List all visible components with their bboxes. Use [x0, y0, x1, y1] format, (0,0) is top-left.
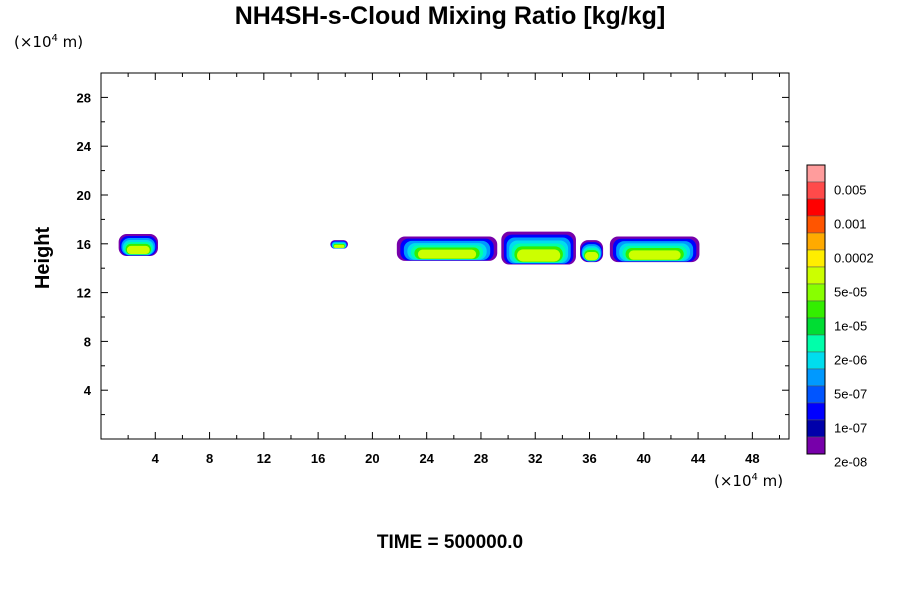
- colorbar-swatch: [806, 198, 826, 217]
- x-tick-label: 36: [582, 451, 596, 466]
- colorbar-swatch: [806, 385, 826, 404]
- x-tick-label: 8: [206, 451, 213, 466]
- x-tick-label: 20: [365, 451, 379, 466]
- colorbar-swatch: [806, 232, 826, 251]
- cloud-layers: [118, 231, 700, 265]
- y-axis-label: Height: [32, 227, 54, 290]
- colorbar-swatch: [806, 351, 826, 370]
- colorbar-swatch: [806, 334, 826, 353]
- x-tick-label: 40: [637, 451, 651, 466]
- cloud-layer-3: [396, 236, 498, 261]
- colorbar-swatch: [806, 215, 826, 234]
- x-tick-label: 4: [152, 451, 160, 466]
- y-tick-label: 16: [77, 237, 91, 252]
- y-tick-label: 8: [84, 334, 91, 349]
- cloud-layer-5: [580, 240, 604, 263]
- cloud-band: [334, 244, 345, 248]
- colorbar-swatch: [806, 317, 826, 336]
- colorbar-label: 0.0002: [834, 251, 874, 266]
- cloud-layer-4: [501, 231, 576, 265]
- colorbar-label: 0.005: [834, 183, 867, 198]
- colorbar-label: 2e-06: [834, 353, 867, 368]
- colorbar-swatch: [806, 368, 826, 387]
- colorbar-swatch: [806, 283, 826, 302]
- x-tick-label: 12: [257, 451, 271, 466]
- y-axis-unit: (×104 m): [14, 33, 84, 51]
- chart-title: NH4SH-s-Cloud Mixing Ratio [kg/kg]: [234, 2, 666, 30]
- cloud-layer-1: [118, 234, 158, 256]
- x-tick-label: 32: [528, 451, 542, 466]
- y-tick-label: 4: [84, 383, 92, 398]
- colorbar-swatch: [806, 164, 826, 183]
- colorbar-swatch: [806, 300, 826, 319]
- colorbar-frame: [806, 164, 826, 455]
- cloud-band: [126, 245, 150, 255]
- x-axis-unit: (×104 m): [714, 472, 784, 490]
- y-tick-label: 20: [77, 188, 91, 203]
- time-label: TIME = 500000.0: [376, 532, 524, 553]
- colorbar-label: 5e-05: [834, 285, 867, 300]
- colorbar-swatch: [806, 181, 826, 200]
- x-tick-label: 16: [311, 451, 325, 466]
- x-tick-label: 44: [691, 451, 706, 466]
- colorbar: 0.005 0.001 0.0002 5e-05 1e-05 2e-06 5e-07 1e-0…: [806, 164, 874, 470]
- colorbar-label: 1e-07: [834, 421, 867, 436]
- colorbar-swatch: [806, 249, 826, 268]
- colorbar-swatch: [806, 266, 826, 285]
- cloud-layer-6: [609, 236, 700, 263]
- cloud-band: [628, 250, 681, 260]
- colorbar-label: 1e-05: [834, 319, 867, 334]
- cloud-band: [417, 249, 477, 259]
- x-tick-label: 48: [745, 451, 759, 466]
- colorbar-label: 2e-08: [834, 455, 867, 470]
- x-tick-label: 28: [474, 451, 488, 466]
- colorbar-label: 5e-07: [834, 387, 867, 402]
- colorbar-swatch: [806, 419, 826, 438]
- cloud-band: [584, 251, 599, 261]
- cloud-layer-2: [330, 240, 348, 249]
- colorbar-swatch: [806, 402, 826, 421]
- colorbar-label: 0.001: [834, 217, 867, 232]
- y-tick-label: 12: [77, 286, 91, 301]
- plot-frame: [100, 72, 790, 440]
- colorbar-swatch: [806, 436, 826, 455]
- y-tick-label: 28: [77, 90, 91, 105]
- y-tick-label: 24: [77, 139, 92, 154]
- x-tick-label: 24: [419, 451, 434, 466]
- cloud-band: [516, 249, 561, 262]
